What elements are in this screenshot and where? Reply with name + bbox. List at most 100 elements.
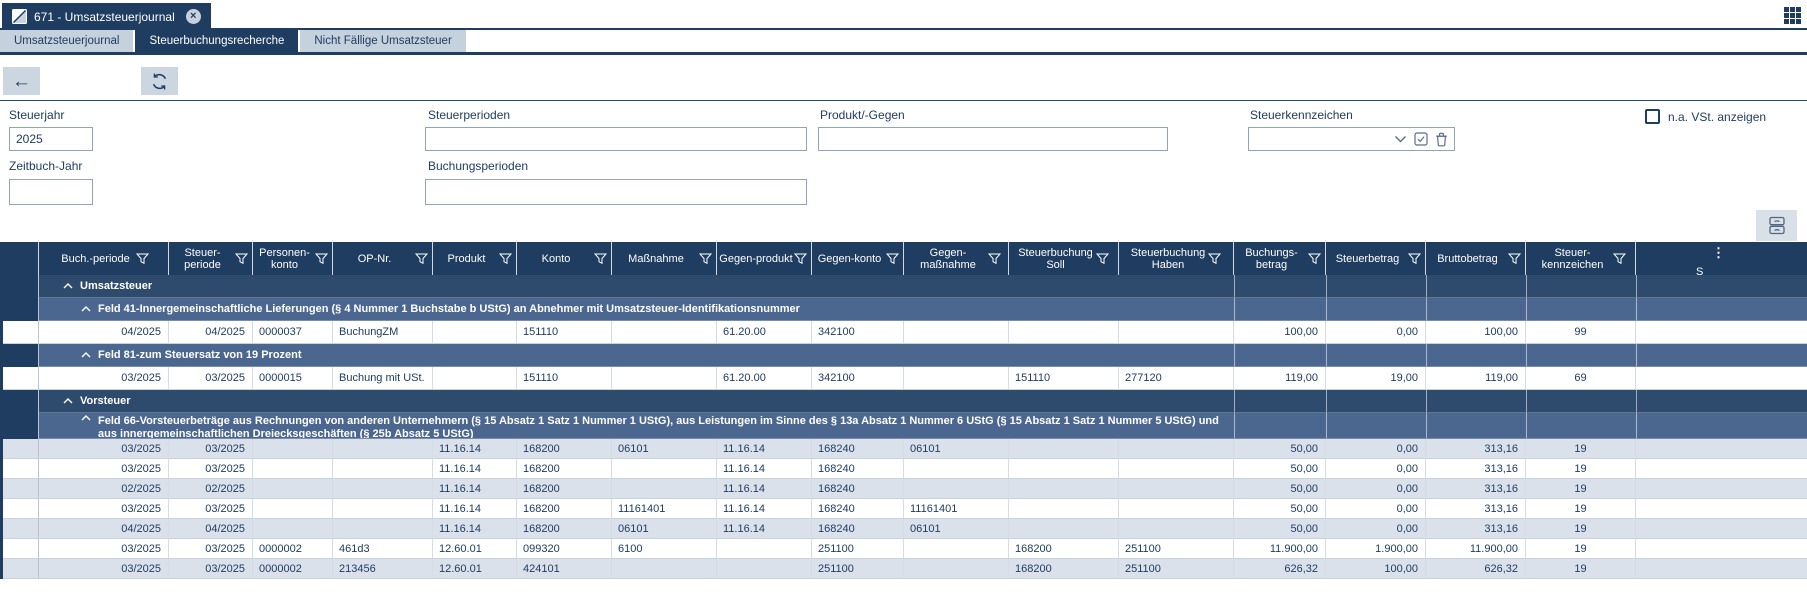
filter-icon[interactable] (886, 253, 899, 265)
row-selector[interactable] (3, 559, 39, 579)
collapse-icon[interactable] (63, 283, 73, 289)
table-row[interactable]: 03/2025 03/2025 11.16.14 168200 06101 11.16.1… (3, 439, 1807, 459)
filter-icon[interactable] (1308, 253, 1321, 265)
row-selector[interactable] (3, 479, 39, 499)
row-selector[interactable] (3, 413, 39, 439)
filter-icon[interactable] (988, 253, 1001, 265)
tab-umsatzsteuerjournal[interactable]: Umsatzsteuerjournal (0, 30, 134, 52)
steuerjahr-input[interactable] (9, 127, 93, 151)
produkt-gegen-input[interactable] (818, 127, 1168, 151)
column-header-gegen_produkt[interactable]: Gegen-produkt (717, 242, 812, 275)
cell-steuerbetrag: 0,00 (1326, 439, 1426, 459)
row-selector[interactable] (3, 439, 39, 459)
window-tab[interactable]: 671 - Umsatzsteuerjournal × (2, 3, 211, 30)
table-row[interactable]: 03/2025 03/2025 0000015 Buchung mit USt. 151… (3, 367, 1807, 390)
table-row[interactable]: 02/2025 02/2025 11.16.14 168200 11.16.14 1682… (3, 479, 1807, 499)
row-selector[interactable] (3, 367, 39, 390)
table-row[interactable]: 04/2025 04/2025 0000037 BuchungZM 151110 61.2… (3, 321, 1807, 344)
clear-icon[interactable] (1435, 132, 1448, 147)
column-header-produkt[interactable]: Produkt (433, 242, 517, 275)
filter-icon[interactable] (699, 253, 712, 265)
tab-nicht-faellige-umsatzsteuer[interactable]: Nicht Fällige Umsatzsteuer (300, 30, 466, 52)
table-row[interactable]: 04/2025 04/2025 11.16.14 168200 06101 11.16.1… (3, 519, 1807, 539)
group-row[interactable]: Feld 66-Vorsteuerbeträge aus Rechnungen … (3, 413, 1807, 439)
group-row[interactable]: Feld 41-Innergemeinschaftliche Lieferung… (3, 298, 1807, 321)
cell-steuerbuchung_soll (1009, 499, 1119, 519)
row-selector[interactable] (3, 321, 39, 344)
refresh-button[interactable] (141, 67, 178, 95)
steuerkennzeichen-combo[interactable] (1248, 127, 1455, 151)
cell-buch_periode: 03/2025 (39, 539, 169, 559)
column-header-clipped_column[interactable]: ⋮ S (1636, 242, 1807, 275)
row-selector[interactable] (3, 344, 39, 367)
cell-personen_konto (253, 439, 333, 459)
filter-icon[interactable] (135, 253, 149, 265)
cell-steuerbetrag: 0,00 (1326, 321, 1426, 344)
group-row[interactable]: Vorsteuer (3, 390, 1807, 413)
row-selector[interactable] (3, 298, 39, 321)
cell-steuerbuchung_haben: 251100 (1119, 539, 1234, 559)
column-header-steuerbuchung_soll[interactable]: Steuerbuchung Soll (1009, 242, 1119, 275)
cell-steuerbuchung_haben: 277120 (1119, 367, 1234, 390)
column-header-personen_konto[interactable]: Personen-konto (253, 242, 333, 275)
steuerperioden-input[interactable] (425, 127, 807, 151)
filter-icon[interactable] (794, 253, 807, 265)
column-header-gegen_konto[interactable]: Gegen-konto (812, 242, 904, 275)
column-settings-button[interactable] (1756, 210, 1797, 241)
collapse-icon[interactable] (81, 306, 91, 312)
filter-icon[interactable] (1408, 253, 1421, 265)
column-header-steuerbetrag[interactable]: Steuerbetrag (1326, 242, 1426, 275)
group-row[interactable]: Feld 81-zum Steuersatz von 19 Prozent (3, 344, 1807, 367)
collapse-icon[interactable] (81, 415, 91, 421)
column-header-op_nr[interactable]: OP-Nr. (333, 242, 433, 275)
column-header-massnahme[interactable]: Maßnahme (612, 242, 717, 275)
row-selector[interactable] (3, 519, 39, 539)
filter-icon[interactable] (315, 253, 328, 265)
filter-icon[interactable] (1612, 253, 1626, 265)
filter-icon[interactable] (235, 253, 248, 265)
cell-gegen_konto: 342100 (812, 321, 904, 344)
column-header-konto[interactable]: Konto (517, 242, 612, 275)
row-selector[interactable] (3, 390, 39, 413)
column-header-buchungs_betrag[interactable]: Buchungs-betrag (1234, 242, 1326, 275)
tab-steuerbuchungsrecherche[interactable]: Steuerbuchungsrecherche (135, 30, 299, 52)
column-menu-icon[interactable]: ⋮ (1712, 245, 1725, 260)
na-vst-checkbox[interactable] (1645, 109, 1660, 124)
dropdown-icon[interactable] (1394, 135, 1407, 143)
collapse-icon[interactable] (63, 398, 73, 404)
collapse-icon[interactable] (81, 352, 91, 358)
row-selector[interactable] (3, 275, 39, 298)
table-row[interactable]: 03/2025 03/2025 0000002 461d3 12.60.01 099320… (3, 539, 1807, 559)
column-header-buch_periode[interactable]: Buch.-periode (39, 242, 169, 275)
row-selector[interactable] (3, 459, 39, 479)
filter-icon[interactable] (1508, 253, 1521, 265)
table-row[interactable]: 03/2025 03/2025 11.16.14 168200 11.16.14 1682… (3, 459, 1807, 479)
table-row[interactable]: 03/2025 03/2025 11.16.14 168200 11161401 11.1… (3, 499, 1807, 519)
zeitbuch-jahr-input[interactable] (9, 179, 93, 205)
column-header-steuer_periode[interactable]: Steuer-periode (169, 242, 253, 275)
row-selector[interactable] (3, 499, 39, 519)
close-icon[interactable]: × (185, 9, 201, 24)
window-title: 671 - Umsatzsteuerjournal (34, 9, 175, 24)
filter-icon[interactable] (594, 253, 607, 265)
table-row[interactable]: 03/2025 03/2025 0000002 213456 12.60.01 42410… (3, 559, 1807, 579)
back-button[interactable]: ← (3, 67, 40, 95)
group-row[interactable]: Umsatzsteuer (3, 275, 1807, 298)
buchungsperioden-input[interactable] (425, 179, 807, 205)
row-selector[interactable] (3, 539, 39, 559)
cell-steuerbetrag: 0,00 (1326, 479, 1426, 499)
column-header-steuer_kennzeichen[interactable]: Steuer-kennzeichen (1526, 242, 1636, 275)
column-header-steuerbuchung_haben[interactable]: Steuerbuchung Haben (1119, 242, 1234, 275)
filter-icon[interactable] (1208, 253, 1221, 265)
multiselect-icon[interactable] (1414, 132, 1428, 146)
filter-icon[interactable] (415, 253, 428, 265)
filter-icon[interactable] (499, 253, 512, 265)
column-header-gegen_massnahme[interactable]: Gegen-maßnahme (904, 242, 1009, 275)
na-vst-checkbox-row[interactable]: n.a. VSt. anzeigen (1645, 109, 1766, 124)
column-header-bruttobetrag[interactable]: Bruttobetrag (1426, 242, 1526, 275)
app-grid-icon[interactable] (1784, 7, 1801, 24)
cell-op_nr: BuchungZM (333, 321, 433, 344)
filter-icon[interactable] (1095, 253, 1109, 265)
cell-gegen_produkt (717, 559, 812, 579)
cell-steuerbuchung_haben (1119, 321, 1234, 344)
